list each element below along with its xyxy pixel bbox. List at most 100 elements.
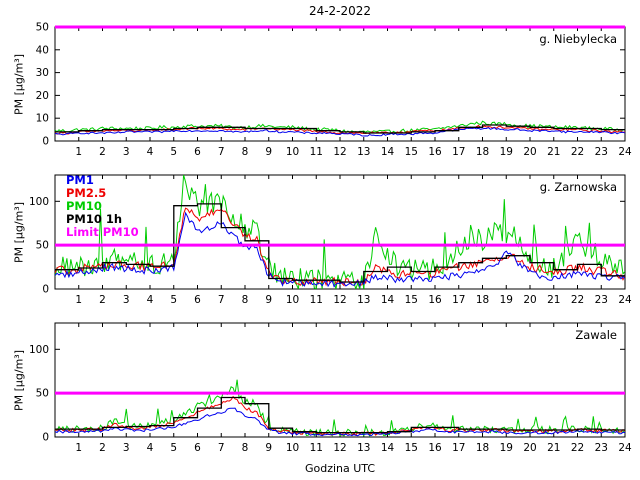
data-area xyxy=(55,379,625,437)
svg-text:14: 14 xyxy=(381,442,395,454)
svg-text:15: 15 xyxy=(405,442,418,454)
svg-text:11: 11 xyxy=(310,294,323,306)
svg-text:11: 11 xyxy=(310,442,323,454)
svg-text:4: 4 xyxy=(147,294,154,306)
svg-text:7: 7 xyxy=(218,146,225,158)
svg-text:12: 12 xyxy=(333,146,346,158)
svg-text:11: 11 xyxy=(310,146,323,158)
svg-text:2: 2 xyxy=(99,146,106,158)
svg-text:18: 18 xyxy=(476,442,489,454)
legend-item-limit-pm10: Limit PM10 xyxy=(66,225,139,239)
svg-text:6: 6 xyxy=(194,146,201,158)
svg-text:23: 23 xyxy=(595,294,608,306)
svg-text:3: 3 xyxy=(123,442,130,454)
station-label: g. Zarnowska xyxy=(539,180,617,194)
chart-canvas-niebylecka: 1 2 3 4 5 6 7 8 9 10 11 12 13 14 15 16 17 18 19 20 21 22 23 240… xyxy=(36,22,632,158)
station-label: g. Niebylecka xyxy=(539,32,617,46)
y-axis-label: PM [µg/m³] xyxy=(12,202,26,264)
svg-text:21: 21 xyxy=(547,442,560,454)
svg-text:1: 1 xyxy=(75,442,82,454)
svg-text:15: 15 xyxy=(405,294,418,306)
svg-text:21: 21 xyxy=(547,146,560,158)
svg-text:17: 17 xyxy=(452,294,465,306)
pm10-1h-step-line xyxy=(55,396,625,434)
legend-item-pm10: PM10 xyxy=(66,199,102,213)
svg-text:8: 8 xyxy=(242,294,249,306)
data-area xyxy=(55,120,625,137)
svg-text:16: 16 xyxy=(428,442,442,454)
svg-text:5: 5 xyxy=(170,294,177,306)
page-title: 24-2-2022 xyxy=(308,4,372,18)
svg-text:13: 13 xyxy=(357,294,370,306)
svg-text:16: 16 xyxy=(428,146,442,158)
svg-text:3: 3 xyxy=(123,294,130,306)
svg-text:14: 14 xyxy=(381,294,395,306)
station-label: Zawale xyxy=(575,328,617,342)
svg-text:30: 30 xyxy=(36,67,49,79)
svg-text:17: 17 xyxy=(452,146,465,158)
svg-text:1: 1 xyxy=(75,146,82,158)
svg-text:100: 100 xyxy=(29,196,49,208)
svg-text:15: 15 xyxy=(405,146,418,158)
plot-frame xyxy=(54,322,626,438)
svg-text:9: 9 xyxy=(265,294,272,306)
svg-text:100: 100 xyxy=(29,344,49,356)
svg-text:22: 22 xyxy=(571,442,584,454)
pm1-line xyxy=(55,407,625,437)
svg-text:10: 10 xyxy=(286,442,299,454)
pm2-5-line xyxy=(55,207,625,287)
svg-text:6: 6 xyxy=(194,294,201,306)
svg-text:5: 5 xyxy=(170,146,177,158)
svg-text:16: 16 xyxy=(428,294,442,306)
svg-text:2: 2 xyxy=(99,294,106,306)
svg-text:7: 7 xyxy=(218,294,225,306)
svg-text:20: 20 xyxy=(523,442,536,454)
svg-text:23: 23 xyxy=(595,146,608,158)
svg-text:50: 50 xyxy=(36,388,49,400)
pm10-1h-step-line xyxy=(55,203,625,283)
svg-text:21: 21 xyxy=(547,294,560,306)
chart-canvas-zarnowska: 1 2 3 4 5 6 7 8 9 10 11 12 13 14 15 16 17 18 19 20 21 22 23 240… xyxy=(29,174,632,306)
svg-text:10: 10 xyxy=(286,294,299,306)
svg-text:4: 4 xyxy=(147,442,154,454)
svg-text:9: 9 xyxy=(265,146,272,158)
svg-text:0: 0 xyxy=(42,136,49,148)
svg-text:20: 20 xyxy=(523,294,536,306)
svg-text:24: 24 xyxy=(618,146,632,158)
y-axis-label: PM [µg/m³] xyxy=(12,350,26,412)
svg-text:0: 0 xyxy=(42,284,49,296)
svg-text:6: 6 xyxy=(194,442,201,454)
svg-text:7: 7 xyxy=(218,442,225,454)
pm1-line xyxy=(55,211,625,288)
svg-text:24: 24 xyxy=(618,294,632,306)
svg-text:22: 22 xyxy=(571,146,584,158)
svg-text:8: 8 xyxy=(242,146,249,158)
chart-canvas-zawale: 1 2 3 4 5 6 7 8 9 10 11 12 13 14 15 16 17 18 19 20 21 22 23 240… xyxy=(29,322,632,454)
legend: PM1 PM2.5 PM10 PM10 1h Limit PM10 xyxy=(66,174,139,239)
svg-text:24: 24 xyxy=(618,442,632,454)
svg-text:18: 18 xyxy=(476,294,489,306)
svg-text:8: 8 xyxy=(242,442,249,454)
svg-text:50: 50 xyxy=(36,22,49,34)
svg-text:17: 17 xyxy=(452,442,465,454)
legend-item-pm1: PM1 xyxy=(66,173,94,187)
svg-text:4: 4 xyxy=(147,146,154,158)
pm10-line xyxy=(55,175,625,289)
svg-text:19: 19 xyxy=(500,146,513,158)
svg-text:2: 2 xyxy=(99,442,106,454)
svg-text:0: 0 xyxy=(42,432,49,444)
legend-item-pm10-1h: PM10 1h xyxy=(66,212,123,226)
svg-text:23: 23 xyxy=(595,442,608,454)
svg-text:50: 50 xyxy=(36,240,49,252)
svg-text:3: 3 xyxy=(123,146,130,158)
svg-text:10: 10 xyxy=(286,146,299,158)
x-axis-label: Godzina UTC xyxy=(304,462,376,475)
svg-text:40: 40 xyxy=(36,44,49,56)
svg-text:5: 5 xyxy=(170,442,177,454)
svg-text:10: 10 xyxy=(36,113,49,125)
pm1-line xyxy=(55,127,625,137)
y-axis-ticks: 0 50 100 xyxy=(29,196,625,296)
svg-text:13: 13 xyxy=(357,442,370,454)
svg-text:19: 19 xyxy=(500,294,513,306)
panel-zarnowska: 1 2 3 4 5 6 7 8 9 10 11 12 13 14 15 16 17 18 19 20 21 22 23 24 0… xyxy=(0,170,640,318)
